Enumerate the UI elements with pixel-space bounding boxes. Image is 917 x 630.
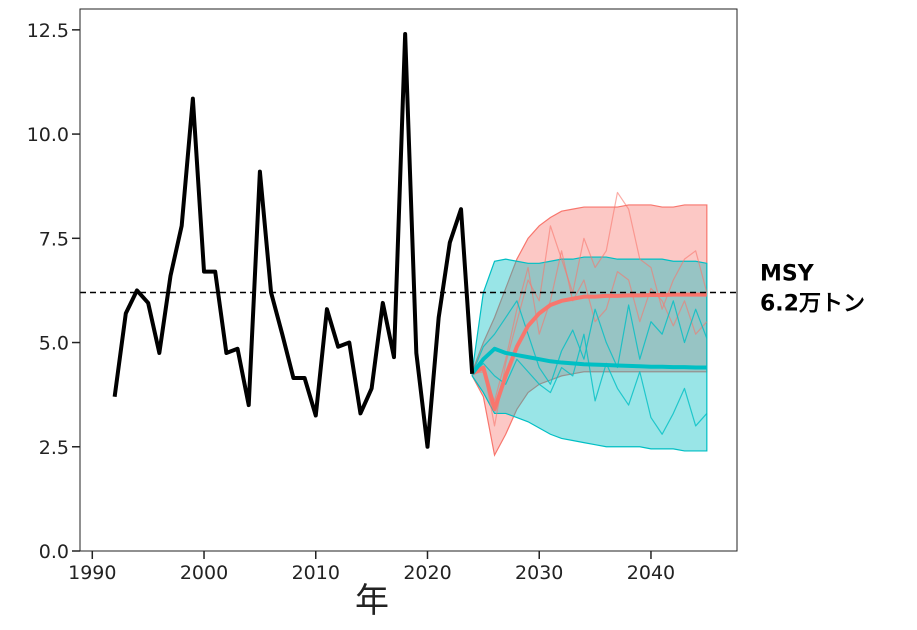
y-tick-label: 5.0 [39, 333, 69, 355]
y-tick-label: 2.5 [39, 437, 69, 459]
x-tick-label: 2010 [292, 562, 340, 584]
plot-frame [79, 8, 738, 552]
x-tick-label: 2040 [627, 562, 675, 584]
line [471, 300, 708, 385]
x-axis-label: 年 [355, 581, 389, 621]
line [471, 292, 707, 412]
line [472, 250, 708, 402]
y-tick-label: 7.5 [39, 228, 69, 250]
line [470, 346, 707, 376]
x-tick-label: 2020 [403, 562, 451, 584]
y-tick-label: 0.0 [39, 541, 69, 563]
reference-label: MSY [760, 262, 815, 287]
x-tick-label: 1990 [68, 562, 116, 584]
x-tick-label: 2000 [180, 562, 228, 584]
y-tick-label: 12.5 [27, 20, 69, 42]
x-tick-label: 2030 [515, 562, 563, 584]
y-tick-label: 10.0 [27, 124, 69, 146]
band [471, 256, 708, 452]
line [112, 32, 475, 449]
reference-label: 6.2万トン [760, 292, 865, 317]
line [471, 333, 708, 435]
